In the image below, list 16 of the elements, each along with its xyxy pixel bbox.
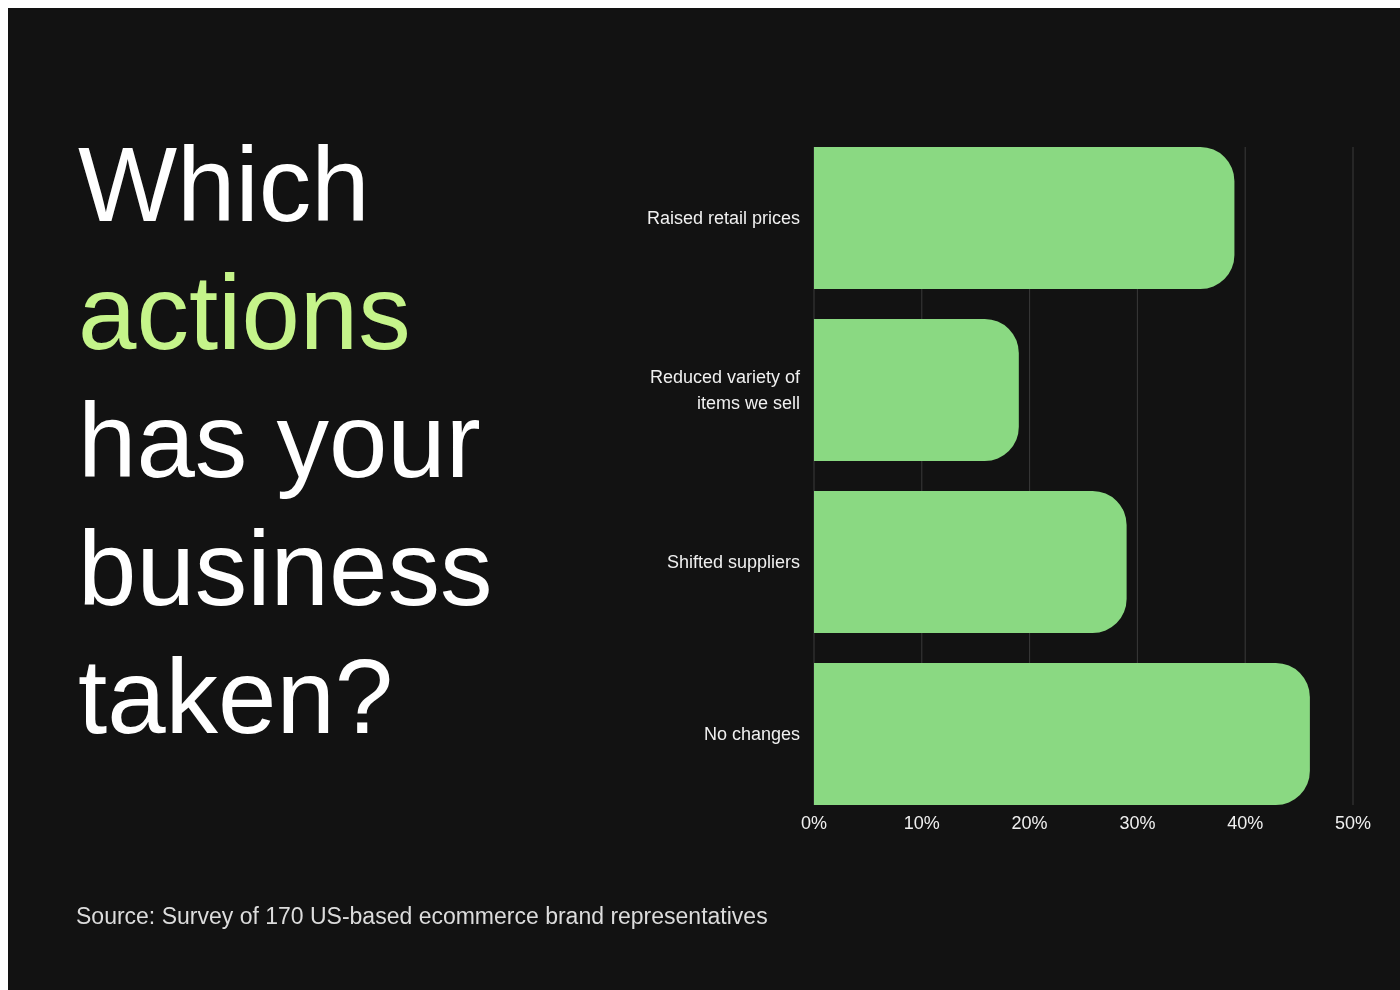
y-tick-label: No changes [703,724,800,745]
text: Which actions has your business taken? [78,126,493,755]
source-note: Source: Survey of 170 US-based ecommerce brand representatives [76,903,768,929]
y-tick-label: Raised retail prices [646,208,800,229]
bar [814,318,1019,462]
bar [814,147,1235,290]
x-tick-label: 0% [800,813,828,833]
y-tick-label: Shifted suppliers [666,552,800,573]
x-tick-label: 50% [1334,813,1372,833]
x-tick-label: 40% [1227,813,1264,833]
x-tick-label: 30% [1119,813,1156,833]
bar [814,662,1310,805]
x-tick-label: 20% [1011,813,1048,833]
y-tick-label: Reduced variety of items we sell [649,367,801,414]
bar [814,490,1127,634]
x-tick-label: 10% [903,813,940,833]
